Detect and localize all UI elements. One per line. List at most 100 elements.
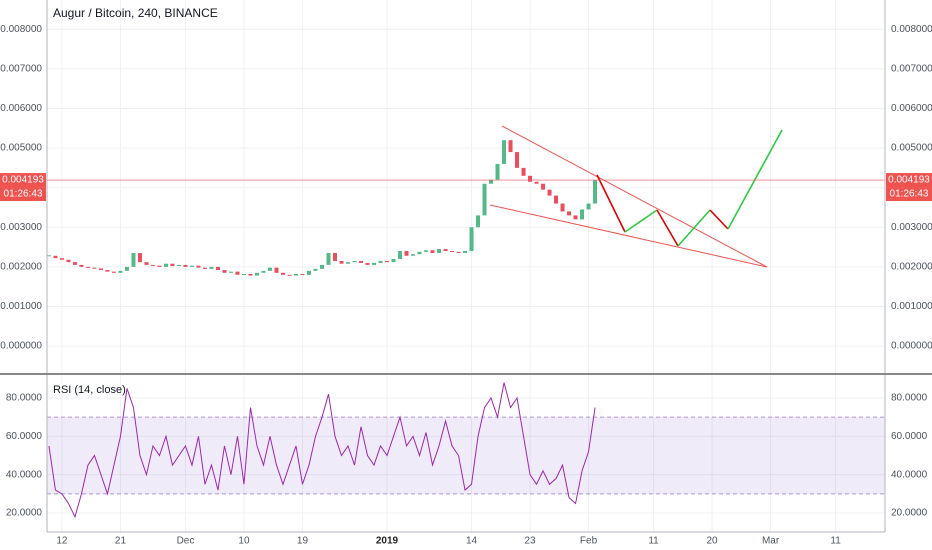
x-tick-label: 10 [238, 536, 250, 547]
candle [424, 250, 429, 252]
candle [306, 270, 311, 275]
candle [521, 167, 526, 176]
x-tick-label: Feb [580, 536, 598, 547]
y-tick-label: 20.0000 [6, 508, 43, 519]
candle [254, 272, 259, 276]
candle [261, 270, 266, 273]
y-tick-label: 0.002000 [891, 262, 932, 273]
y-tick-label: 60.0000 [6, 431, 43, 442]
rsi-line [48, 382, 596, 519]
candle [404, 251, 409, 256]
candle [593, 180, 598, 204]
x-tick-label: 20 [707, 536, 719, 547]
candle [144, 262, 149, 265]
candle [573, 215, 578, 220]
x-tick-label: 11 [648, 536, 659, 547]
candle [163, 263, 168, 267]
candle [202, 267, 207, 269]
candle [274, 267, 279, 273]
x-tick-label: 21 [115, 536, 127, 547]
candle [287, 274, 292, 276]
candle [443, 249, 448, 252]
y-tick-label: 0.006000 [891, 103, 932, 114]
x-tick-label: 19 [297, 536, 309, 547]
countdown: 01:26:43 [890, 189, 929, 200]
countdown-box [0, 187, 46, 202]
price-label: 0.004193 [888, 175, 930, 186]
candle [365, 262, 370, 265]
candle [241, 274, 246, 276]
candle [469, 227, 474, 252]
countdown-box [886, 187, 932, 202]
candle [450, 251, 455, 253]
candle [228, 271, 233, 273]
candle [157, 265, 162, 267]
candle [528, 175, 533, 182]
candle [437, 249, 442, 254]
y-tick-label: 80.0000 [6, 393, 43, 404]
candle [319, 264, 324, 269]
y-tick-label: 80.0000 [891, 393, 928, 404]
candle [124, 266, 129, 271]
y-tick-label: 0.002000 [0, 262, 42, 273]
y-tick-label: 0.005000 [0, 143, 42, 154]
candle [235, 271, 240, 275]
projection [624, 209, 658, 233]
trend-line [501, 125, 768, 268]
chart-title: Augur / Bitcoin, 240, BINANCE [53, 6, 218, 20]
y-tick-label: 0.007000 [0, 64, 42, 75]
candle [489, 179, 494, 184]
x-tick-label: 14 [466, 536, 478, 547]
candle [209, 266, 214, 269]
candle [53, 255, 58, 259]
projection [709, 209, 729, 230]
candle [476, 215, 481, 228]
candle [482, 183, 487, 216]
candle [541, 183, 546, 190]
candle [300, 274, 305, 276]
candle [189, 265, 194, 267]
y-tick-label: 0.001000 [891, 301, 932, 312]
candle [398, 251, 403, 259]
candle [326, 253, 331, 265]
candle [547, 189, 552, 196]
grid [47, 0, 885, 532]
x-tick-label: 2019 [376, 536, 399, 547]
candle [456, 251, 461, 254]
candle [554, 195, 559, 204]
candle [248, 274, 253, 276]
candle [215, 266, 220, 271]
candle [411, 254, 416, 256]
projection [596, 174, 626, 233]
y-tick-label: 0.000000 [891, 341, 932, 352]
candle [111, 271, 116, 273]
projection [727, 129, 783, 230]
candle [105, 270, 110, 272]
overlay: 12 21 Dec 10 19 2019 14 23 Feb 11 20 Mar 11 0.000000 0… [0, 24, 932, 547]
candle [170, 263, 175, 267]
y-tick-label: 20.0000 [891, 508, 928, 519]
y-tick-label: 40.0000 [6, 469, 43, 480]
candle [176, 264, 181, 267]
trend-line [489, 204, 768, 268]
candle [567, 211, 572, 216]
price-label-box [0, 173, 46, 188]
candle [293, 274, 298, 276]
candle [85, 266, 90, 268]
candle [495, 163, 500, 180]
candle [502, 140, 507, 164]
y-tick-label: 60.0000 [891, 431, 928, 442]
y-tick-label: 40.0000 [891, 469, 928, 480]
rsi-band [47, 417, 885, 494]
y-tick-label: 0.008000 [0, 24, 42, 35]
candle [66, 259, 71, 263]
candle [391, 258, 396, 263]
y-tick-label: 0.003000 [891, 222, 932, 233]
candle [378, 260, 383, 263]
candle [267, 267, 272, 271]
candle [313, 268, 318, 271]
projection [656, 209, 679, 247]
candle [346, 262, 351, 264]
y-tick-label: 0.001000 [0, 301, 42, 312]
